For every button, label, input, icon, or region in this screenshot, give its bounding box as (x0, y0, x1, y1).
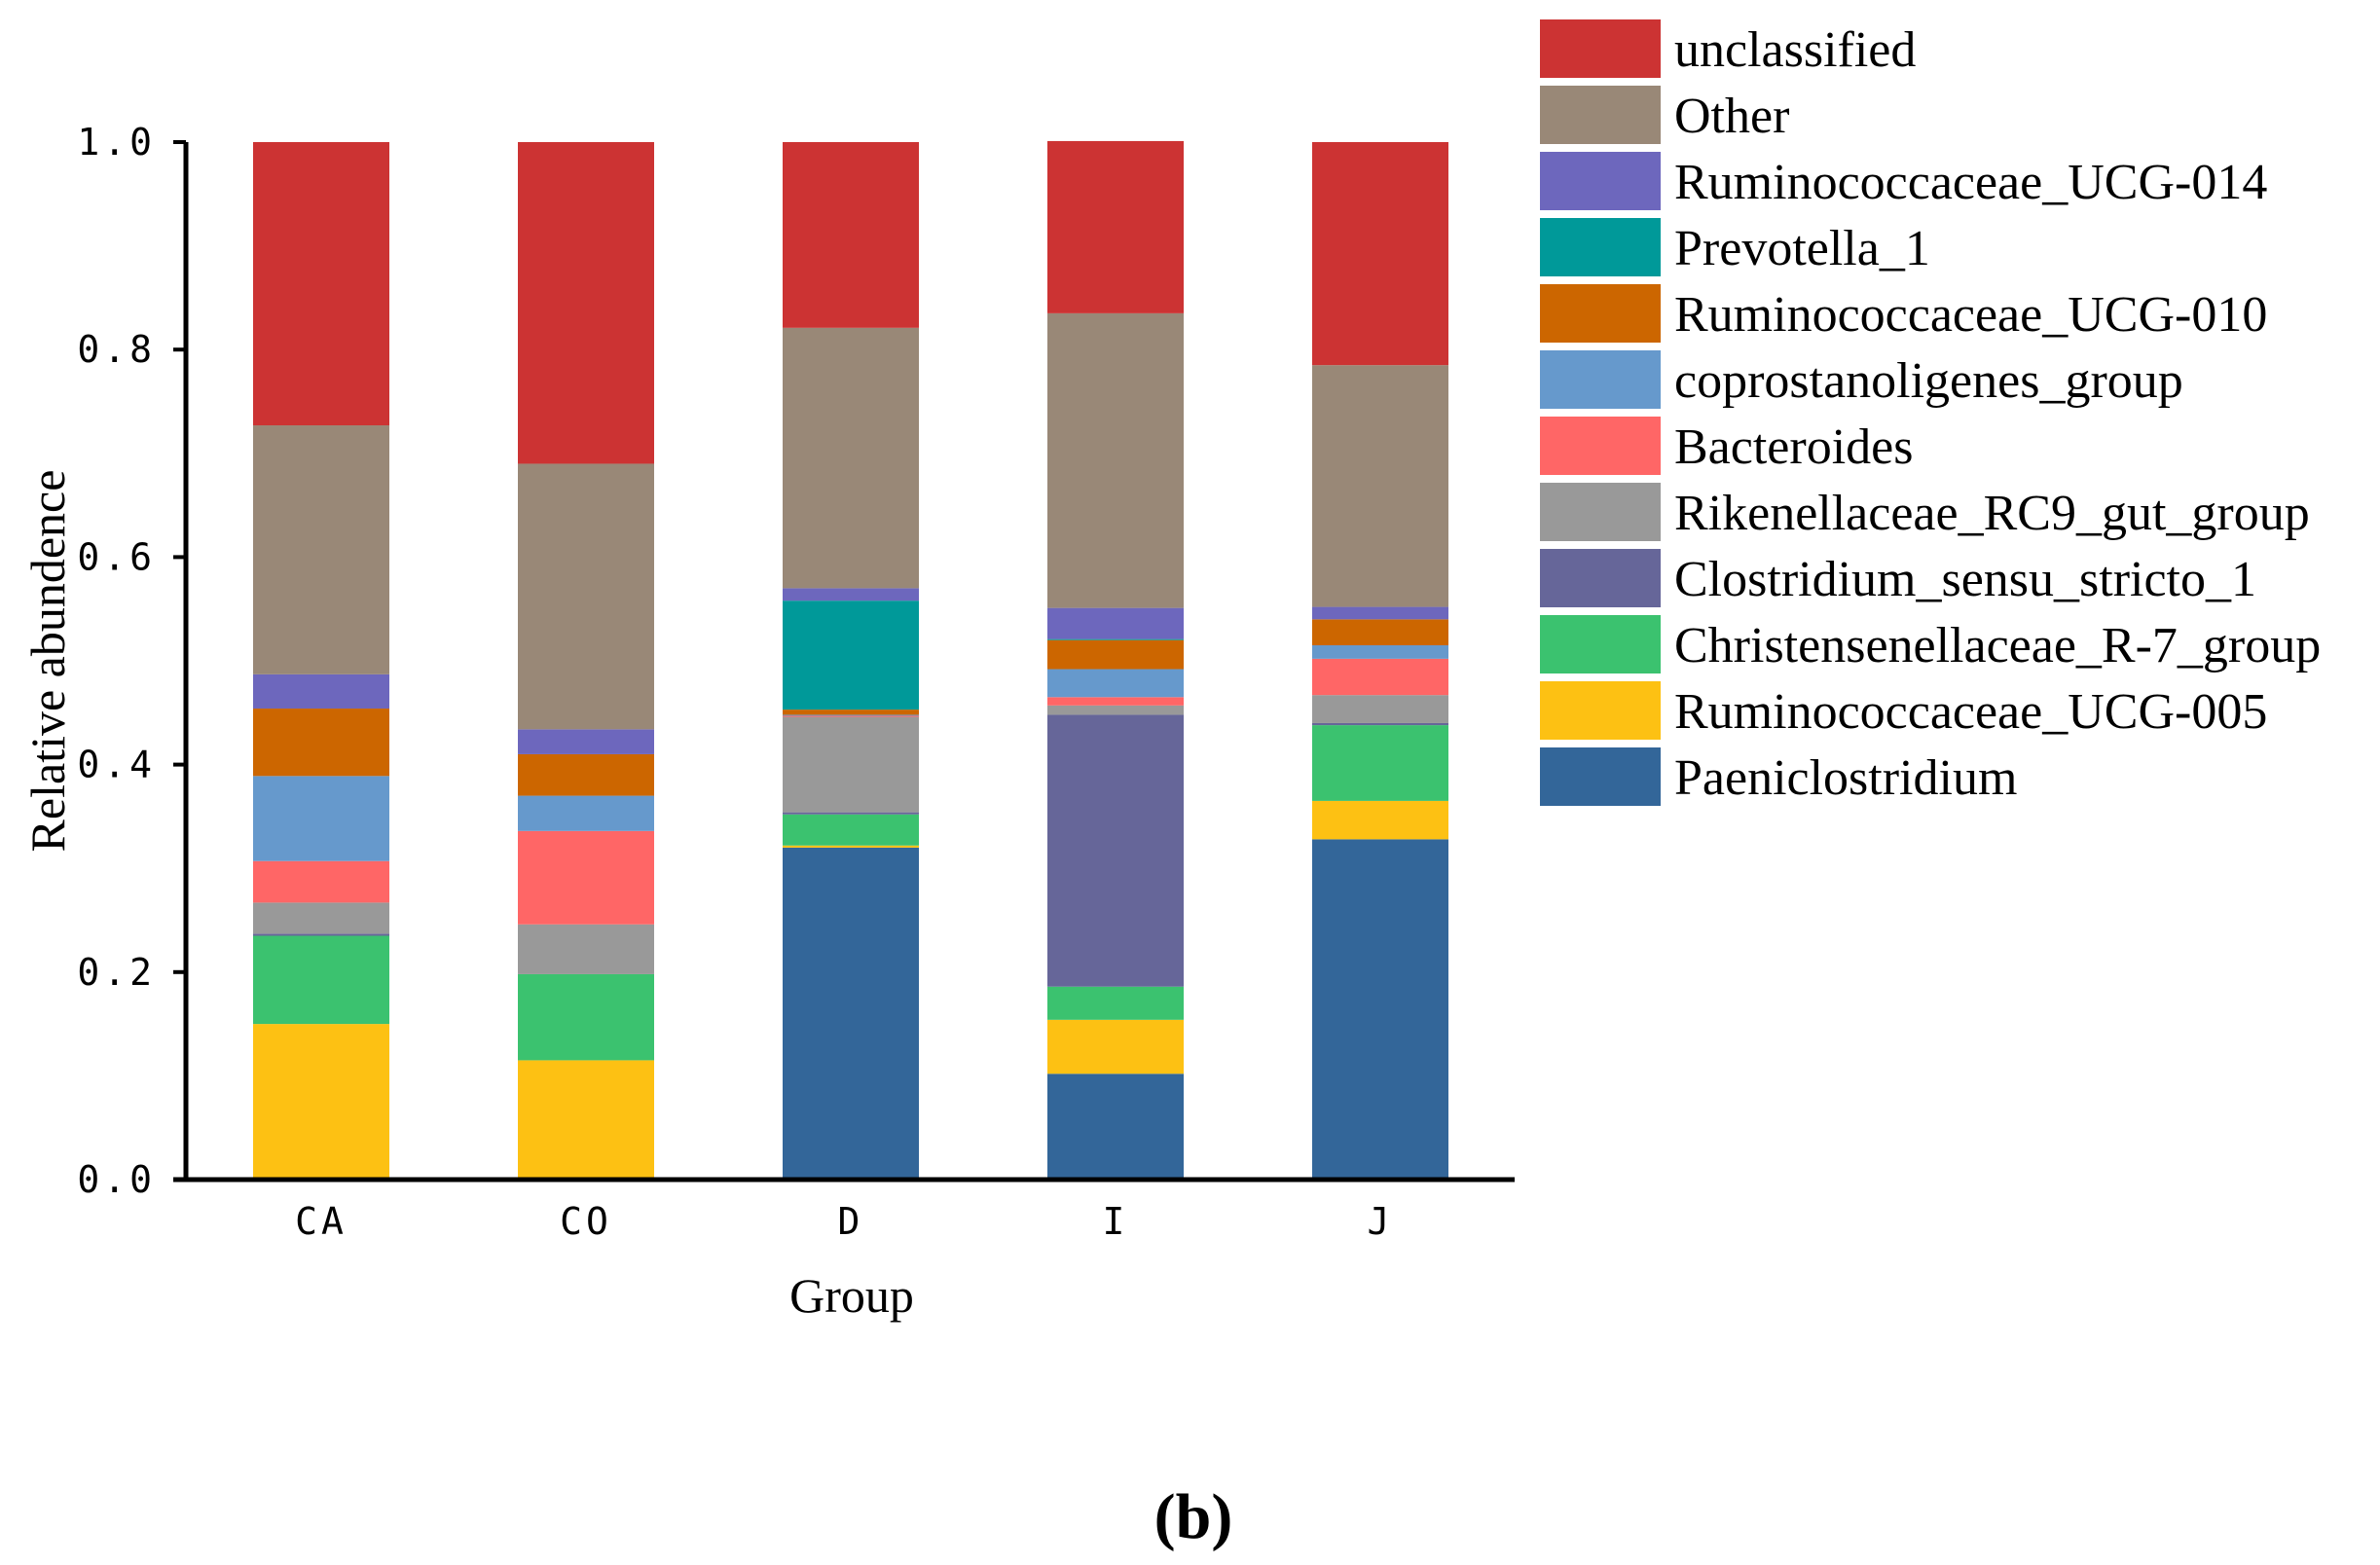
bar-segment-d-4 (783, 716, 919, 813)
bar-segment-co-5 (518, 830, 654, 925)
x-tick-label: D (838, 1200, 864, 1243)
bar-segment-ca-10 (253, 425, 389, 674)
bar-segment-j-6 (1312, 645, 1448, 659)
bar-segment-d-8 (783, 601, 919, 710)
legend-label: Clostridium_sensu_stricto_1 (1674, 552, 2256, 607)
bar-segment-ca-2 (253, 935, 389, 1025)
bar-segment-co-11 (518, 142, 654, 464)
bar-segment-d-0 (783, 847, 919, 1180)
y-tick-label: 0.2 (77, 951, 156, 994)
legend-swatch (1540, 549, 1661, 607)
bar-segment-j-11 (1312, 142, 1448, 366)
bar-segment-d-3 (783, 812, 919, 815)
bar-segment-co-7 (518, 753, 654, 796)
bar-segment-i-9 (1047, 607, 1184, 639)
legend-swatch (1540, 747, 1661, 806)
legend-label: Ruminococcaceae_UCG-005 (1674, 684, 2267, 740)
bar-segment-ca-4 (253, 902, 389, 934)
legend-label: Other (1674, 89, 1789, 144)
bar-segment-i-2 (1047, 986, 1184, 1020)
legend-swatch (1540, 350, 1661, 409)
bar-segment-co-4 (518, 924, 654, 974)
bar-segment-d-7 (783, 710, 919, 715)
bar-segment-co-10 (518, 463, 654, 730)
legend-label: Rikenellaceae_RC9_gut_group (1674, 486, 2310, 541)
bar-segment-d-5 (783, 715, 919, 717)
bar-segment-ca-11 (253, 142, 389, 426)
bar-segment-i-6 (1047, 669, 1184, 698)
bar-segment-d-1 (783, 845, 919, 848)
bar-segment-j-4 (1312, 695, 1448, 723)
bar-segment-i-3 (1047, 714, 1184, 987)
bar-segment-j-2 (1312, 725, 1448, 801)
legend-label: Ruminococcaceae_UCG-010 (1674, 287, 2267, 343)
x-tick-label: CA (295, 1200, 348, 1243)
x-tick-label: CO (560, 1200, 612, 1243)
legend: unclassified Other Ruminococcaceae_UCG-014… (1540, 19, 2321, 806)
x-tick-label: I (1103, 1200, 1129, 1243)
legend-label: unclassified (1674, 22, 1916, 78)
bar-segment-i-1 (1047, 1019, 1184, 1074)
legend-swatch (1540, 417, 1661, 475)
bar-segment-co-2 (518, 973, 654, 1061)
bar-segment-j-10 (1312, 365, 1448, 607)
bar-segment-j-5 (1312, 658, 1448, 696)
bar-segment-i-8 (1047, 638, 1184, 640)
bar-segment-i-0 (1047, 1074, 1184, 1180)
bar-segment-i-11 (1047, 140, 1184, 313)
bar-segment-ca-1 (253, 1024, 389, 1180)
legend-swatch (1540, 19, 1661, 78)
bar-segment-ca-5 (253, 860, 389, 903)
legend-label: Bacteroides (1674, 419, 1913, 475)
y-tick-label: 1.0 (77, 121, 156, 164)
bar-segment-i-10 (1047, 312, 1184, 608)
legend-label: coprostanoligenes_group (1674, 353, 2183, 409)
legend-swatch (1540, 86, 1661, 144)
y-tick-label: 0.8 (77, 328, 156, 371)
bar-segment-i-7 (1047, 639, 1184, 670)
legend-swatch (1540, 284, 1661, 343)
bar-segment-i-5 (1047, 697, 1184, 706)
bar-segment-j-7 (1312, 619, 1448, 646)
legend-label: Paeniclostridium (1674, 750, 2017, 806)
bar-segment-i-4 (1047, 705, 1184, 715)
bar-segment-d-2 (783, 814, 919, 846)
panel-label: (b) (1154, 1481, 1233, 1552)
y-tick-label: 0.6 (77, 535, 156, 578)
legend-label: Ruminococcaceae_UCG-014 (1674, 155, 2267, 210)
legend-swatch (1540, 152, 1661, 210)
bar-segment-j-9 (1312, 606, 1448, 620)
legend-swatch (1540, 483, 1661, 541)
bar-segment-co-9 (518, 729, 654, 754)
bar-segment-ca-9 (253, 673, 389, 710)
bar-segment-co-1 (518, 1060, 654, 1180)
x-tick-label: J (1368, 1200, 1394, 1243)
bar-segment-ca-6 (253, 776, 389, 861)
axes (173, 142, 1515, 1183)
bars-layer (253, 140, 1448, 1180)
y-ticks: 0.0 0.2 0.4 0.6 0.8 1.0 (77, 121, 186, 1201)
legend-swatch (1540, 218, 1661, 276)
bar-segment-co-6 (518, 795, 654, 831)
bar-segment-j-3 (1312, 722, 1448, 726)
bar-segment-j-1 (1312, 800, 1448, 840)
bar-segment-j-0 (1312, 839, 1448, 1180)
legend-swatch (1540, 681, 1661, 740)
bar-segment-d-10 (783, 327, 919, 589)
legend-label: Christensenellaceae_R-7_group (1674, 618, 2321, 673)
legend-label: Prevotella_1 (1674, 221, 1930, 276)
bar-segment-d-9 (783, 588, 919, 601)
x-ticks: CA CO D I J (295, 1200, 1394, 1243)
x-axis-title: Group (789, 1268, 914, 1323)
y-tick-label: 0.4 (77, 744, 156, 786)
bar-segment-d-11 (783, 142, 919, 328)
bar-segment-ca-3 (253, 933, 389, 936)
y-axis-title: Relative abundence (20, 470, 75, 853)
legend-swatch (1540, 615, 1661, 673)
bar-segment-d-6 (783, 714, 919, 716)
y-tick-label: 0.0 (77, 1158, 156, 1201)
bar-segment-ca-7 (253, 709, 389, 777)
